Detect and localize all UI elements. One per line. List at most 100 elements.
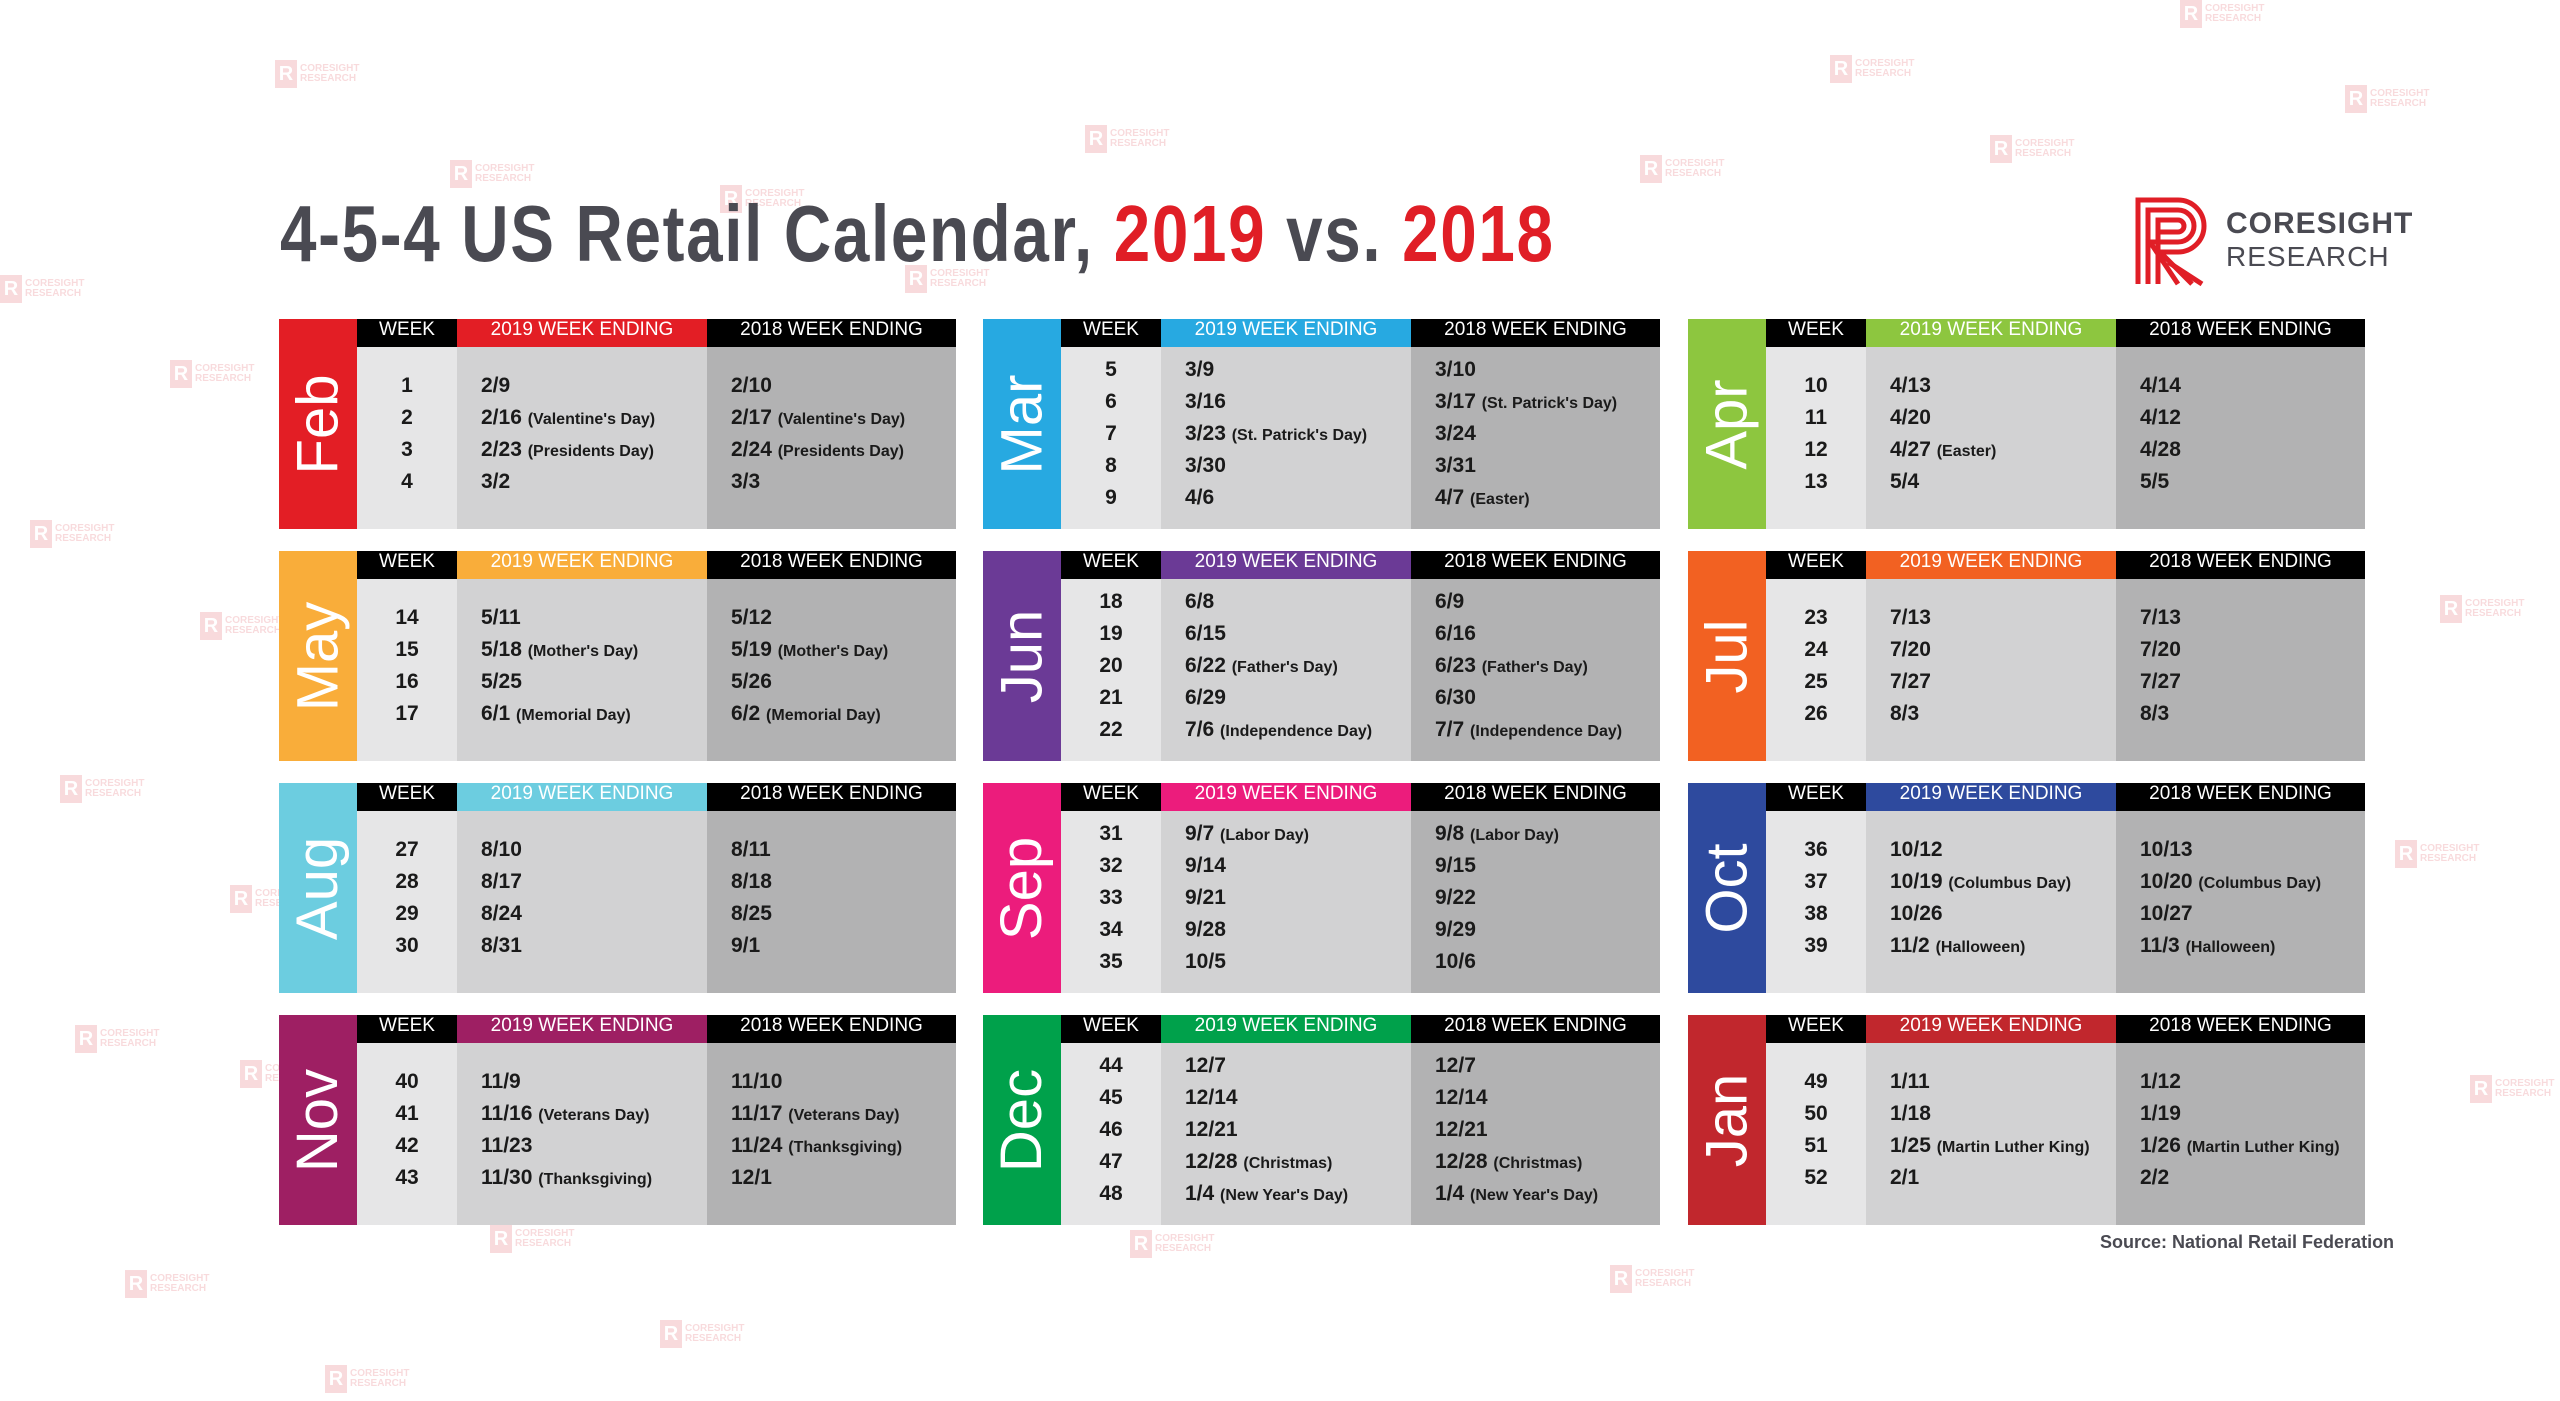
holiday-note-2018: (Valentine's Day) [777,411,906,428]
month-card-apr: Apr WEEK 2019 WEEK ENDING 2018 WEEK ENDING 1… [1688,319,2365,529]
watermark-line2: RESEARCH [2370,98,2427,109]
week-ending-2018: 9/1 [707,934,956,966]
week-ending-2018: 11/17 (Veterans Day) [707,1102,956,1134]
watermark-r-icon: R [905,265,927,293]
watermark-r-icon: R [1085,125,1107,153]
week-ending-2018-column: 11/10 11/17 (Veterans Day) 11/24 (Thanksgi… [707,1043,956,1225]
holiday-note-2019: (Presidents Day) [527,443,654,460]
watermark-line1: CORESIGHT [150,1273,210,1284]
holiday-note-2018: (Halloween) [2185,939,2276,956]
week-ending-2019-header: 2019 WEEK ENDING [457,783,707,811]
month-name: Feb [285,374,351,474]
watermark-r-icon: R [2470,1075,2492,1103]
week-number: 9 [1105,486,1117,509]
week-column: 31 32 33 34 35 [1061,811,1161,993]
week-ending-2018-column: 10/13 10/20 (Columbus Day) 10/27 11/3 (Hall… [2116,811,2365,993]
week-ending-2019: 6/22 (Father's Day) [1161,654,1411,686]
date-2018: 4/12 [2140,406,2181,429]
header-row: WEEK 2019 WEEK ENDING 2018 WEEK ENDING [1766,783,2365,811]
header-row: WEEK 2019 WEEK ENDING 2018 WEEK ENDING [1061,319,1660,347]
date-2018: 5/19 [731,638,772,661]
watermark-line1: CORESIGHT [930,268,990,279]
week-ending-2019-column: 9/7 (Labor Day) 9/14 9/21 9/28 10/5 [1161,811,1411,993]
week-number: 29 [395,902,419,925]
date-2018: 2/24 [731,438,772,461]
week-number: 13 [1804,470,1828,493]
week-ending-2018-header: 2018 WEEK ENDING [2149,783,2332,804]
week-ending-2019: 4/13 [1866,374,2116,406]
month-card-mar: Mar WEEK 2019 WEEK ENDING 2018 WEEK ENDING 5… [983,319,1660,529]
month-card-jan: Jan WEEK 2019 WEEK ENDING 2018 WEEK ENDING 4… [1688,1015,2365,1225]
week-ending-2019-header: 2019 WEEK ENDING [1866,551,2116,579]
week-ending-2018: 1/12 [2116,1070,2365,1102]
page-title: 4-5-4 US Retail Calendar, 2019 vs. 2018 [280,188,1555,280]
date-2019: 9/21 [1185,886,1226,909]
weeks-table: 36 37 38 39 10/12 10/19 (Columbus Day) 10/26 11… [1766,811,2365,993]
week-ending-2018: 8/3 [2116,702,2365,734]
holiday-note-2019: (Columbus Day) [1948,875,2072,892]
date-2019: 4/13 [1890,374,1931,397]
week-ending-2019: 2/23 (Presidents Day) [457,438,707,470]
week-ending-2018: 12/7 [1411,1054,1660,1086]
week-number: 10 [1804,374,1828,397]
week-number: 12 [1804,438,1828,461]
week-ending-2019: 11/30 (Thanksgiving) [457,1166,707,1198]
date-2018: 11/10 [731,1070,783,1093]
month-name: Jul [1694,618,1760,694]
week-ending-2019: 8/3 [1866,702,2116,734]
watermark-r-icon: R [2180,0,2202,28]
week-ending-2019: 2/16 (Valentine's Day) [457,406,707,438]
watermark-r-icon: R [1130,1230,1152,1258]
week-ending-2018-header: 2018 WEEK ENDING [740,783,923,804]
week-ending-2018: 2/17 (Valentine's Day) [707,406,956,438]
holiday-note-2018: (Thanksgiving) [788,1139,903,1156]
title-year-2019: 2019 [1113,189,1267,278]
week-ending-2019: 3/23 (St. Patrick's Day) [1161,422,1411,454]
month-name: Apr [1694,378,1760,470]
watermark-line1: CORESIGHT [55,523,115,534]
date-2019: 4/6 [1185,486,1215,509]
week-ending-2019-column: 12/7 12/14 12/21 12/28 (Christmas) 1/4 (New … [1161,1043,1411,1225]
date-2018: 10/20 [2140,870,2193,893]
week-number: 18 [1099,590,1123,613]
week-ending-2019: 3/9 [1161,358,1411,390]
watermark-line1: CORESIGHT [225,615,285,626]
date-2018: 10/6 [1435,950,1476,973]
week-number: 41 [395,1102,419,1125]
month-card-feb: Feb WEEK 2019 WEEK ENDING 2018 WEEK ENDING 1… [279,319,956,529]
watermark-line2: RESEARCH [300,73,357,84]
coresight-logo: CORESIGHT RESEARCH [2130,192,2413,288]
week-ending-2019: 5/18 (Mother's Day) [457,638,707,670]
week-number: 49 [1804,1070,1828,1093]
month-card-may: May WEEK 2019 WEEK ENDING 2018 WEEK ENDING 1… [279,551,956,761]
weeks-table: 23 24 25 26 7/13 7/20 7/27 8/3 7/13 7/20 7/27 8/3 [1766,579,2365,761]
week-number: 50 [1804,1102,1828,1125]
week-header: WEEK [1788,1015,1844,1036]
week-ending-2018: 4/14 [2116,374,2365,406]
watermark-line2: RESEARCH [85,788,142,799]
week-ending-2018: 12/28 (Christmas) [1411,1150,1660,1182]
week-number: 28 [395,870,419,893]
week-ending-2019: 4/27 (Easter) [1866,438,2116,470]
header-row: WEEK 2019 WEEK ENDING 2018 WEEK ENDING [1766,551,2365,579]
date-2019: 11/23 [481,1134,533,1157]
watermark-line2: RESEARCH [1155,1243,1212,1254]
watermark-line1: CORESIGHT [25,278,85,289]
watermark-line1: CORESIGHT [300,63,360,74]
holiday-note-2019: (Father's Day) [1231,659,1338,676]
holiday-note-2019: (Martin Luther King) [1936,1139,2090,1156]
week-ending-2018: 3/31 [1411,454,1660,486]
header-row: WEEK 2019 WEEK ENDING 2018 WEEK ENDING [1061,551,1660,579]
week-column: 23 24 25 26 [1766,579,1866,761]
week-ending-2018: 5/26 [707,670,956,702]
date-2018: 12/21 [1435,1118,1488,1141]
week-column: 27 28 29 30 [357,811,457,993]
week-number: 37 [1804,870,1828,893]
holiday-note-2018: (Mother's Day) [777,643,889,660]
week-ending-2019-column: 8/10 8/17 8/24 8/31 [457,811,707,993]
date-2018: 12/14 [1435,1086,1488,1109]
